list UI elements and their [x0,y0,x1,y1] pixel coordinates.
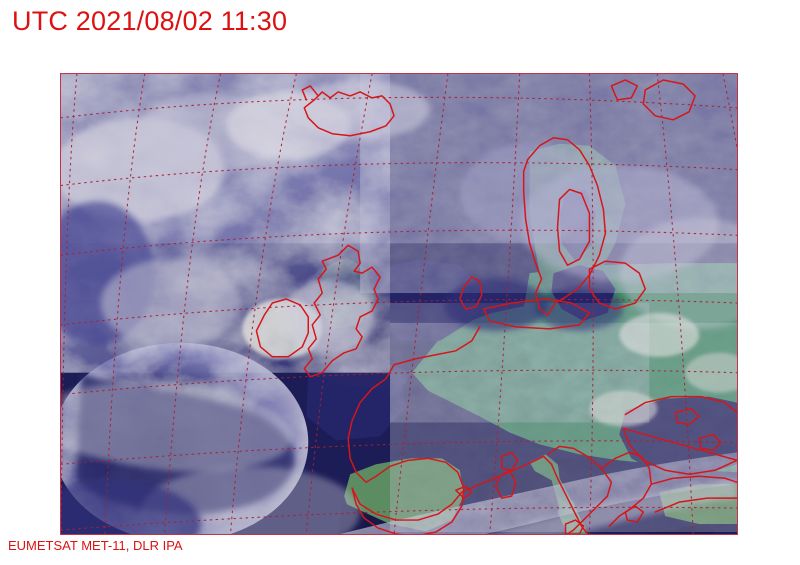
nw-cloud-3 [100,259,241,347]
denmark-dark-cells [443,279,548,331]
blacksea-cumulus [589,390,658,427]
coast-arctic-island-2 [610,79,639,101]
norway-cloud [459,143,600,244]
coast-iceland [303,91,395,137]
parallel-3 [61,229,737,256]
coast-western-europe [347,326,481,534]
coast-balearics [455,485,473,499]
page-title: UTC 2021/08/02 11:30 [12,6,288,36]
coast-island-ne [698,433,722,452]
russia-cloud [619,217,737,329]
parallel-1 [61,96,737,119]
coast-arctic-island [642,79,696,121]
satellite-rgb-composite [61,74,737,534]
coast-scandinavia [522,136,607,316]
coast-gulf-lion-italy-west [461,455,589,534]
parallel-4 [61,298,737,326]
ne-bright-patch [619,312,700,357]
meridian-4 [229,74,297,534]
meridian-1 [61,74,78,534]
coast-baltic-south [483,298,591,330]
meridian-2 [104,74,146,534]
vortex-comma-cloud [61,381,293,472]
coast-crimea [674,407,700,426]
coast-anatolia-north [650,475,737,485]
sw-dark-cloud [61,480,201,534]
britain-cloud [282,279,375,355]
coast-crete [624,505,645,523]
coast-black-sea [622,395,737,476]
coastline-overlay [255,79,737,534]
coast-corsica [500,451,519,472]
coast-gulf-bothnia [556,188,591,266]
satellite-image-panel [60,73,738,535]
coast-ireland [255,298,310,358]
coast-iberia-south [351,487,463,521]
coast-baltic-finland [588,260,647,310]
parallel-2 [61,162,737,187]
ne-bright-patch-2 [685,352,737,393]
baltic-dark-cells [535,287,624,331]
coast-great-britain [303,244,381,378]
parallel-7 [61,506,737,531]
global-tint [61,74,737,534]
meridian-6 [393,74,449,534]
credit-caption: EUMETSAT MET-11, DLR IPA [8,538,183,553]
coast-iceland-westfjords [301,85,319,101]
parallel-5 [61,369,737,396]
coast-anatolia-south [654,497,737,513]
cloud-layer [61,74,737,534]
coast-sicily [564,519,585,534]
coast-denmark [459,276,483,310]
meridian-5 [305,74,373,534]
